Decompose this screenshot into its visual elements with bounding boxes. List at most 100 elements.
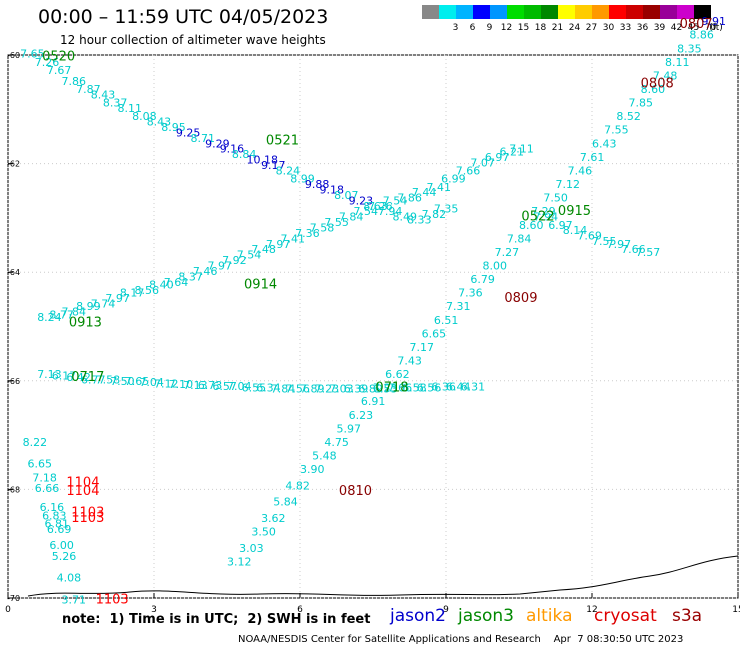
satellite-legend-cryosat: cryosat xyxy=(594,606,657,626)
legend-swatch xyxy=(575,5,592,19)
swh-value-label: 8.60 xyxy=(641,83,666,96)
swh-value-label: 8.35 xyxy=(677,42,702,55)
legend-bin-label: 39 xyxy=(653,23,666,33)
satellite-legend-jason3: jason3 xyxy=(458,606,514,626)
y-tick-label: -68 xyxy=(7,485,20,494)
swh-value-label: 7.56 xyxy=(285,383,310,396)
swh-value-label: 7.67 xyxy=(47,64,72,77)
swh-value-label: 7.84 xyxy=(339,211,364,224)
swh-value-label: 6.65 xyxy=(422,327,447,340)
swh-value-label: 6.77 xyxy=(81,374,106,387)
swh-value-label: 6.65 xyxy=(27,458,52,471)
swh-value-label: 9.88 xyxy=(305,178,330,191)
legend-swatch xyxy=(541,5,558,19)
swh-value-label: 7.84 xyxy=(62,306,87,319)
swh-value-label: 7.97 xyxy=(607,238,632,251)
pass-time-label: 0808 xyxy=(641,77,674,92)
swh-value-label: 7.04 xyxy=(139,376,164,389)
swh-value-label: 9.91 xyxy=(702,15,727,28)
legend-swatch xyxy=(592,5,609,19)
swh-value-label: 7.41 xyxy=(427,181,452,194)
swh-value-label: 4.82 xyxy=(285,479,310,492)
swh-value-label: 3.12 xyxy=(227,555,252,568)
legend-bin-label: 18 xyxy=(534,23,547,33)
chart-title: 00:00 – 11:59 UTC 04/05/2023 xyxy=(38,6,329,28)
legend-swatch xyxy=(626,5,643,19)
swh-value-label: 7.85 xyxy=(629,97,654,110)
swh-value-label: 6.79 xyxy=(470,273,495,286)
swh-value-label: 7.50 xyxy=(110,375,135,388)
x-tick-label: 12 xyxy=(586,605,597,615)
legend-swatch xyxy=(490,5,507,19)
swh-value-label: 4.08 xyxy=(57,572,82,585)
swh-value-label: 7.89 xyxy=(300,383,325,396)
swh-value-label: 3.71 xyxy=(62,593,87,606)
swh-value-label: 6.62 xyxy=(385,368,410,381)
swh-value-label: 7.23 xyxy=(315,383,340,396)
swh-value-label: 6.16 xyxy=(40,501,64,514)
legend-bin-label: 27 xyxy=(585,23,598,33)
y-tick-label: -60 xyxy=(7,51,20,60)
swh-value-label: 7.46 xyxy=(193,265,218,278)
swh-value-label: 8.43 xyxy=(147,116,172,129)
swh-value-label: 5.97 xyxy=(337,422,362,435)
swh-value-label: 7.87 xyxy=(76,83,101,96)
swh-value-label: 6.99 xyxy=(441,173,466,186)
swh-value-label: 6.31 xyxy=(461,381,486,394)
swh-value-label: 8.24 xyxy=(37,311,62,324)
legend-bin-label: 3 xyxy=(452,23,459,33)
swh-value-label: 7.41 xyxy=(281,232,306,245)
swh-value-label: 7.86 xyxy=(62,75,87,88)
legend-bin-label: 6 xyxy=(469,23,476,33)
legend-bin-label: 33 xyxy=(619,23,632,33)
swh-value-label: 9.23 xyxy=(349,194,374,207)
swh-value-label: 6.55 xyxy=(242,382,267,395)
legend-unit-label: (ft) xyxy=(709,23,723,33)
swh-value-label: 6.97 xyxy=(548,219,573,232)
pass-time-label: 0718 xyxy=(375,381,408,396)
swh-value-label: 6.53 xyxy=(373,383,398,396)
legend-swatch xyxy=(439,5,456,19)
swh-value-label: 7.12 xyxy=(154,377,179,390)
swh-value-label: 3.50 xyxy=(251,526,275,539)
legend-swatch xyxy=(473,5,490,19)
y-tick-label: -64 xyxy=(7,268,20,277)
swh-value-label: 6.39 xyxy=(344,383,369,396)
swh-value-label: 5.48 xyxy=(312,450,337,463)
swh-value-label: 8.77 xyxy=(49,308,74,321)
swh-value-label: 6.73 xyxy=(198,379,223,392)
swh-value-label: 5.84 xyxy=(273,496,298,509)
swh-value-label: 6.83 xyxy=(42,509,67,522)
swh-value-label: 8.37 xyxy=(103,97,128,110)
swh-value-label: 8.33 xyxy=(407,213,432,226)
swh-value-label: 7.54 xyxy=(383,194,408,207)
swh-value-label: 7.65 xyxy=(125,375,150,388)
legend-swatch xyxy=(694,5,711,19)
swh-value-label: 7.66 xyxy=(388,382,413,395)
swh-value-label: 7.48 xyxy=(653,69,678,82)
swh-value-label: 6.89 xyxy=(358,383,383,396)
swh-value-label: 6.57 xyxy=(212,380,237,393)
swh-value-label: 7.94 xyxy=(378,205,403,218)
swh-value-label: 7.97 xyxy=(266,238,291,251)
swh-value-label: 8.40 xyxy=(149,278,174,291)
swh-value-label: 8.84 xyxy=(232,148,257,161)
swh-value-label: 7.58 xyxy=(310,221,335,234)
swh-value-label: 7.97 xyxy=(105,292,130,305)
swh-value-label: 8.43 xyxy=(91,88,116,101)
swh-value-label: 7.35 xyxy=(434,202,459,215)
x-tick-label: 6 xyxy=(297,605,303,615)
swh-value-label: 7.86 xyxy=(397,192,422,205)
pass-time-label: 0915 xyxy=(558,204,591,219)
legend-bin-label: 70 xyxy=(704,23,717,33)
swh-value-label: 8.00 xyxy=(483,259,508,272)
y-tick-label: -66 xyxy=(7,377,20,386)
legend-swatch xyxy=(643,5,660,19)
pass-time-label: 0522 xyxy=(521,210,554,225)
pass-time-label: 0810 xyxy=(339,484,372,499)
legend-bin-label: 45 xyxy=(687,23,700,33)
swh-value-label: 6.69 xyxy=(47,523,72,536)
swh-value-label: 7.46 xyxy=(568,164,593,177)
legend-swatch xyxy=(609,5,626,19)
